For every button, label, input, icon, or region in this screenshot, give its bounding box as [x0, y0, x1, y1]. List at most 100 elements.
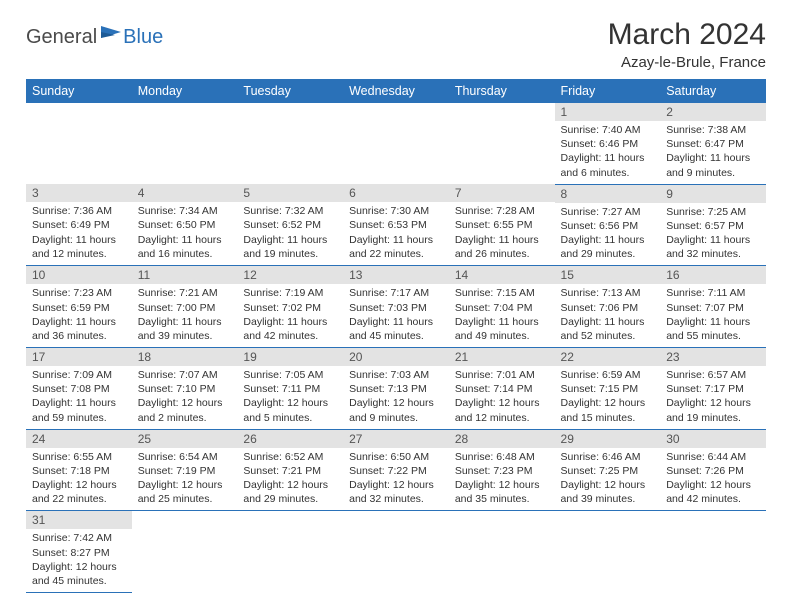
- day-details: Sunrise: 7:17 AMSunset: 7:03 PMDaylight:…: [343, 284, 449, 347]
- day-details: Sunrise: 7:21 AMSunset: 7:00 PMDaylight:…: [132, 284, 238, 347]
- day-number: 18: [132, 348, 238, 366]
- day-number: 19: [237, 348, 343, 366]
- day-details: Sunrise: 7:30 AMSunset: 6:53 PMDaylight:…: [343, 202, 449, 265]
- day-header: Thursday: [449, 79, 555, 103]
- day-details: Sunrise: 7:05 AMSunset: 7:11 PMDaylight:…: [237, 366, 343, 429]
- day-details: Sunrise: 7:28 AMSunset: 6:55 PMDaylight:…: [449, 202, 555, 265]
- calendar-cell: 11Sunrise: 7:21 AMSunset: 7:00 PMDayligh…: [132, 266, 238, 348]
- day-number: 3: [26, 184, 132, 202]
- calendar-cell: 24Sunrise: 6:55 AMSunset: 7:18 PMDayligh…: [26, 429, 132, 511]
- calendar-cell: [343, 511, 449, 593]
- day-number: 10: [26, 266, 132, 284]
- day-details: Sunrise: 6:48 AMSunset: 7:23 PMDaylight:…: [449, 448, 555, 511]
- day-details: Sunrise: 7:07 AMSunset: 7:10 PMDaylight:…: [132, 366, 238, 429]
- calendar-table: Sunday Monday Tuesday Wednesday Thursday…: [26, 79, 766, 593]
- calendar-cell: [449, 511, 555, 593]
- calendar-cell: 1Sunrise: 7:40 AMSunset: 6:46 PMDaylight…: [555, 103, 661, 184]
- page-title: March 2024: [608, 18, 766, 52]
- day-header: Tuesday: [237, 79, 343, 103]
- title-block: March 2024 Azay-le-Brule, France: [608, 18, 766, 71]
- calendar-cell: 16Sunrise: 7:11 AMSunset: 7:07 PMDayligh…: [660, 266, 766, 348]
- day-number: 30: [660, 430, 766, 448]
- day-details: Sunrise: 7:38 AMSunset: 6:47 PMDaylight:…: [660, 121, 766, 184]
- day-details: Sunrise: 7:03 AMSunset: 7:13 PMDaylight:…: [343, 366, 449, 429]
- day-number: 5: [237, 184, 343, 202]
- day-number: 16: [660, 266, 766, 284]
- calendar-cell: [555, 511, 661, 593]
- day-number: 2: [660, 103, 766, 121]
- calendar-cell: 3Sunrise: 7:36 AMSunset: 6:49 PMDaylight…: [26, 184, 132, 266]
- day-details: Sunrise: 6:59 AMSunset: 7:15 PMDaylight:…: [555, 366, 661, 429]
- day-details: Sunrise: 7:25 AMSunset: 6:57 PMDaylight:…: [660, 203, 766, 266]
- day-details: Sunrise: 7:13 AMSunset: 7:06 PMDaylight:…: [555, 284, 661, 347]
- day-number: 22: [555, 348, 661, 366]
- calendar-cell: 6Sunrise: 7:30 AMSunset: 6:53 PMDaylight…: [343, 184, 449, 266]
- day-header: Wednesday: [343, 79, 449, 103]
- day-details: Sunrise: 7:32 AMSunset: 6:52 PMDaylight:…: [237, 202, 343, 265]
- day-details: Sunrise: 7:27 AMSunset: 6:56 PMDaylight:…: [555, 203, 661, 266]
- day-number: 8: [555, 185, 661, 203]
- calendar-cell: [237, 103, 343, 184]
- calendar-cell: 29Sunrise: 6:46 AMSunset: 7:25 PMDayligh…: [555, 429, 661, 511]
- day-details: Sunrise: 7:15 AMSunset: 7:04 PMDaylight:…: [449, 284, 555, 347]
- day-details: Sunrise: 6:46 AMSunset: 7:25 PMDaylight:…: [555, 448, 661, 511]
- calendar-cell: 8Sunrise: 7:27 AMSunset: 6:56 PMDaylight…: [555, 184, 661, 266]
- calendar-cell: 5Sunrise: 7:32 AMSunset: 6:52 PMDaylight…: [237, 184, 343, 266]
- day-number: 15: [555, 266, 661, 284]
- day-details: Sunrise: 7:42 AMSunset: 8:27 PMDaylight:…: [26, 529, 132, 592]
- day-number: 1: [555, 103, 661, 121]
- day-number: 28: [449, 430, 555, 448]
- day-details: Sunrise: 7:01 AMSunset: 7:14 PMDaylight:…: [449, 366, 555, 429]
- calendar-cell: 31Sunrise: 7:42 AMSunset: 8:27 PMDayligh…: [26, 511, 132, 593]
- calendar-cell: 7Sunrise: 7:28 AMSunset: 6:55 PMDaylight…: [449, 184, 555, 266]
- calendar-cell: 17Sunrise: 7:09 AMSunset: 7:08 PMDayligh…: [26, 348, 132, 430]
- header: General Blue March 2024 Azay-le-Brule, F…: [26, 18, 766, 71]
- calendar-cell: 23Sunrise: 6:57 AMSunset: 7:17 PMDayligh…: [660, 348, 766, 430]
- day-details: Sunrise: 6:44 AMSunset: 7:26 PMDaylight:…: [660, 448, 766, 511]
- calendar-row: 1Sunrise: 7:40 AMSunset: 6:46 PMDaylight…: [26, 103, 766, 184]
- day-number: 13: [343, 266, 449, 284]
- day-number: 23: [660, 348, 766, 366]
- day-details: Sunrise: 6:57 AMSunset: 7:17 PMDaylight:…: [660, 366, 766, 429]
- day-number: 20: [343, 348, 449, 366]
- calendar-cell: 25Sunrise: 6:54 AMSunset: 7:19 PMDayligh…: [132, 429, 238, 511]
- calendar-cell: [26, 103, 132, 184]
- calendar-cell: [237, 511, 343, 593]
- day-header: Friday: [555, 79, 661, 103]
- day-details: Sunrise: 6:52 AMSunset: 7:21 PMDaylight:…: [237, 448, 343, 511]
- day-number: 4: [132, 184, 238, 202]
- day-number: 11: [132, 266, 238, 284]
- flag-icon: [101, 24, 123, 45]
- day-number: 21: [449, 348, 555, 366]
- calendar-cell: 10Sunrise: 7:23 AMSunset: 6:59 PMDayligh…: [26, 266, 132, 348]
- calendar-cell: [132, 103, 238, 184]
- day-number: 24: [26, 430, 132, 448]
- day-details: Sunrise: 6:55 AMSunset: 7:18 PMDaylight:…: [26, 448, 132, 511]
- calendar-cell: 13Sunrise: 7:17 AMSunset: 7:03 PMDayligh…: [343, 266, 449, 348]
- calendar-cell: 12Sunrise: 7:19 AMSunset: 7:02 PMDayligh…: [237, 266, 343, 348]
- day-details: Sunrise: 6:50 AMSunset: 7:22 PMDaylight:…: [343, 448, 449, 511]
- day-details: Sunrise: 7:23 AMSunset: 6:59 PMDaylight:…: [26, 284, 132, 347]
- calendar-cell: [660, 511, 766, 593]
- calendar-cell: [343, 103, 449, 184]
- day-number: 7: [449, 184, 555, 202]
- day-details: Sunrise: 6:54 AMSunset: 7:19 PMDaylight:…: [132, 448, 238, 511]
- calendar-cell: [132, 511, 238, 593]
- calendar-cell: 20Sunrise: 7:03 AMSunset: 7:13 PMDayligh…: [343, 348, 449, 430]
- day-details: Sunrise: 7:11 AMSunset: 7:07 PMDaylight:…: [660, 284, 766, 347]
- calendar-cell: 2Sunrise: 7:38 AMSunset: 6:47 PMDaylight…: [660, 103, 766, 184]
- calendar-cell: 14Sunrise: 7:15 AMSunset: 7:04 PMDayligh…: [449, 266, 555, 348]
- calendar-row: 3Sunrise: 7:36 AMSunset: 6:49 PMDaylight…: [26, 184, 766, 266]
- calendar-cell: 21Sunrise: 7:01 AMSunset: 7:14 PMDayligh…: [449, 348, 555, 430]
- day-number: 26: [237, 430, 343, 448]
- day-details: Sunrise: 7:09 AMSunset: 7:08 PMDaylight:…: [26, 366, 132, 429]
- calendar-cell: 22Sunrise: 6:59 AMSunset: 7:15 PMDayligh…: [555, 348, 661, 430]
- day-details: Sunrise: 7:34 AMSunset: 6:50 PMDaylight:…: [132, 202, 238, 265]
- calendar-row: 31Sunrise: 7:42 AMSunset: 8:27 PMDayligh…: [26, 511, 766, 593]
- logo: General Blue: [26, 24, 163, 51]
- calendar-cell: 9Sunrise: 7:25 AMSunset: 6:57 PMDaylight…: [660, 184, 766, 266]
- day-number: 14: [449, 266, 555, 284]
- day-number: 27: [343, 430, 449, 448]
- day-number: 29: [555, 430, 661, 448]
- day-details: Sunrise: 7:40 AMSunset: 6:46 PMDaylight:…: [555, 121, 661, 184]
